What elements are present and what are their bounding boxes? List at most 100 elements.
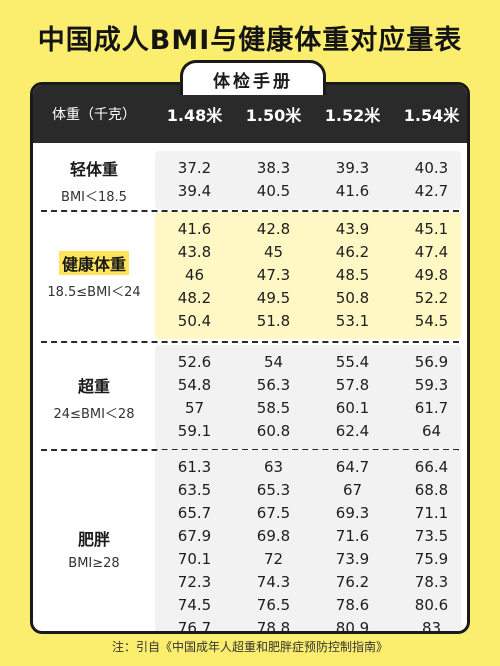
weight-cell: 57: [184, 399, 205, 417]
weight-cell: 59.1: [177, 422, 212, 440]
weight-cell: 67.5: [256, 504, 291, 522]
weight-cell: 61.3: [177, 458, 212, 476]
weight-cell: 71.1: [414, 504, 449, 522]
section-divider: [41, 448, 459, 451]
height-header-2: 1.50米: [245, 106, 302, 125]
height-header-4: 1.54米: [403, 106, 460, 125]
group-label: 轻体重 BMI＜18.5: [33, 151, 155, 209]
group-label: 健康体重 18.5≤BMI＜24: [33, 212, 155, 339]
weight-values-block: 37.2 38.3 39.3 40.3 39.4 40.5 41.6 42.7: [155, 151, 461, 209]
weight-cell: 46: [184, 266, 205, 284]
weight-cell: 62.4: [335, 422, 370, 440]
weight-cell: 69.3: [335, 504, 370, 522]
weight-cell: 52.6: [177, 353, 212, 371]
weight-cell: 76.2: [335, 573, 370, 591]
weight-cell: 72: [263, 550, 284, 568]
weight-cell: 47.3: [256, 266, 291, 284]
weight-cell: 80.9: [335, 619, 370, 634]
weight-cell: 49.8: [414, 266, 449, 284]
weight-cell: 39.3: [335, 159, 370, 177]
weight-cell: 67: [342, 481, 363, 499]
bmi-range: BMI＜18.5: [61, 189, 127, 205]
weight-cell: 80.6: [414, 596, 449, 614]
weight-cell: 69.8: [256, 527, 291, 545]
weight-cell: 68.8: [414, 481, 449, 499]
height-header-1: 1.48米: [166, 106, 223, 125]
weight-cell: 64.7: [335, 458, 370, 476]
weight-values-block: 41.6 42.8 43.9 45.1 43.8 45 46.2 47.4 46 47.3 48.5…: [155, 212, 461, 339]
weight-cell: 59.3: [414, 376, 449, 394]
weight-cell: 39.4: [177, 182, 212, 200]
weight-cell: 61.7: [414, 399, 449, 417]
weight-cell: 54.5: [414, 312, 449, 330]
weight-cell: 72.3: [177, 573, 212, 591]
height-header-3: 1.52米: [324, 106, 381, 125]
weight-cell: 58.5: [256, 399, 291, 417]
weight-cell: 63.5: [177, 481, 212, 499]
weight-cell: 65.3: [256, 481, 291, 499]
weight-cell: 40.5: [256, 182, 291, 200]
weight-unit-header: 体重（千克）: [52, 107, 136, 123]
weight-cell: 75.9: [414, 550, 449, 568]
weight-cell: 48.2: [177, 289, 212, 307]
weight-cell: 52.2: [414, 289, 449, 307]
weight-cell: 45.1: [414, 220, 449, 238]
weight-cell: 60.1: [335, 399, 370, 417]
weight-cell: 50.8: [335, 289, 370, 307]
weight-cell: 50.4: [177, 312, 212, 330]
category-name: 超重: [77, 376, 110, 396]
weight-cell: 51.8: [256, 312, 291, 330]
weight-cell: 48.5: [335, 266, 370, 284]
weight-cell: 66.4: [414, 458, 449, 476]
category-name: 肥胖: [77, 529, 110, 549]
group-label: 超重 24≤BMI＜28: [33, 345, 155, 449]
weight-cell: 78.8: [256, 619, 291, 634]
weight-cell: 55.4: [335, 353, 370, 371]
weight-cell: 54.8: [177, 376, 212, 394]
weight-cell: 73.9: [335, 550, 370, 568]
bmi-range: BMI≥28: [68, 555, 120, 571]
handbook-tab: 体检手册: [180, 60, 326, 95]
weight-cell: 57.8: [335, 376, 370, 394]
weight-cell: 74.5: [177, 596, 212, 614]
weight-cell: 37.2: [177, 159, 212, 177]
weight-cell: 56.3: [256, 376, 291, 394]
group-healthy: 健康体重 18.5≤BMI＜24 41.6 42.8 43.9 45.1 43.8 45 46.…: [33, 212, 467, 339]
weight-cell: 78.3: [414, 573, 449, 591]
weight-cell: 49.5: [256, 289, 291, 307]
bmi-table-card: 体重（千克） 1.48米 1.50米 1.52米 1.54米 轻体重 BMI＜18…: [30, 82, 470, 634]
page-title: 中国成人BMI与健康体重对应量表: [37, 25, 463, 56]
weight-cell: 42.8: [256, 220, 291, 238]
weight-cell: 41.6: [177, 220, 212, 238]
bmi-range: 24≤BMI＜28: [53, 406, 135, 422]
weight-cell: 43.8: [177, 243, 212, 261]
group-overweight: 超重 24≤BMI＜28 52.6 54 55.4 56.9 54.8 56.3 57.8 59.…: [33, 345, 467, 449]
weight-cell: 76.7: [177, 619, 212, 634]
weight-cell: 78.6: [335, 596, 370, 614]
weight-cell: 43.9: [335, 220, 370, 238]
weight-cell: 42.7: [414, 182, 449, 200]
category-name: 健康体重: [58, 251, 129, 275]
weight-cell: 40.3: [414, 159, 449, 177]
weight-cell: 47.4: [414, 243, 449, 261]
weight-cell: 65.7: [177, 504, 212, 522]
weight-cell: 54: [263, 353, 284, 371]
category-name: 轻体重: [69, 159, 118, 179]
group-underweight: 轻体重 BMI＜18.5 37.2 38.3 39.3 40.3 39.4 40.5 41.6 4…: [33, 151, 467, 209]
footnote: 注：引自《中国成年人超重和肥胖症预防控制指南》: [111, 640, 388, 654]
weight-cell: 41.6: [335, 182, 370, 200]
weight-cell: 73.5: [414, 527, 449, 545]
weight-cell: 56.9: [414, 353, 449, 371]
weight-cell: 46.2: [335, 243, 370, 261]
weight-cell: 38.3: [256, 159, 291, 177]
group-obese: 肥胖 BMI≥28 61.3 63 64.7 66.4 63.5 65.3 67 68.8 65.7…: [33, 450, 467, 634]
weight-cell: 67.9: [177, 527, 212, 545]
weight-cell: 76.5: [256, 596, 291, 614]
weight-cell: 45: [263, 243, 284, 261]
weight-cell: 60.8: [256, 422, 291, 440]
weight-values-block: 61.3 63 64.7 66.4 63.5 65.3 67 68.8 65.7 67.5 69.3…: [155, 450, 461, 634]
weight-values-block: 52.6 54 55.4 56.9 54.8 56.3 57.8 59.3 57 58.5 60.1…: [155, 345, 461, 449]
weight-cell: 63: [263, 458, 284, 476]
weight-cell: 71.6: [335, 527, 370, 545]
weight-cell: 53.1: [335, 312, 370, 330]
